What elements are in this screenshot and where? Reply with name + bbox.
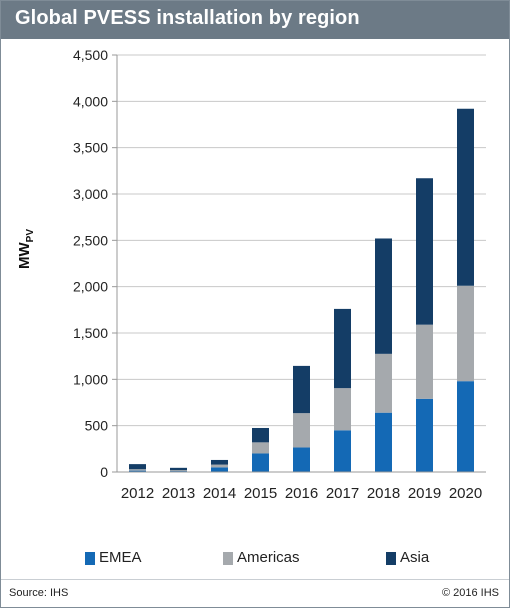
title-bar: Global PVESS installation by region xyxy=(1,1,509,39)
bar-asia-2019 xyxy=(416,178,433,325)
bar-emea-2018 xyxy=(375,412,392,472)
source-note: Source: IHS xyxy=(9,587,69,599)
bar-americas-2019 xyxy=(416,324,433,399)
bar-americas-2020 xyxy=(457,285,474,382)
y-axis-label-main: MW xyxy=(16,242,33,269)
bar-americas-2014 xyxy=(211,464,228,468)
bar-americas-2018 xyxy=(375,353,392,413)
x-tick-label: 2012 xyxy=(121,485,154,502)
x-tick-label: 2014 xyxy=(203,485,236,502)
y-tick-labels: 0 500 1,000 1,500 2,000 2,500 3,000 3,500 4,000 4… xyxy=(73,47,108,480)
bar-asia-2015 xyxy=(252,427,269,443)
x-tick-label: 2018 xyxy=(367,485,400,502)
bar-emea-2016 xyxy=(293,447,310,472)
bar-americas-2015 xyxy=(252,442,269,454)
y-tick-label: 3,000 xyxy=(73,186,108,202)
legend-swatch-emea xyxy=(85,552,95,565)
y-tick-label: 2,000 xyxy=(73,279,108,295)
bar-americas-2012 xyxy=(129,469,146,471)
x-tick-label: 2016 xyxy=(285,485,318,502)
x-tick-label: 2017 xyxy=(326,485,359,502)
bar-emea-2014 xyxy=(211,467,228,472)
y-tick-label: 500 xyxy=(85,418,109,434)
bar-asia-2014 xyxy=(211,459,228,465)
bar-asia-2017 xyxy=(334,308,351,389)
y-tick-label: 3,500 xyxy=(73,140,108,156)
legend-label-asia: Asia xyxy=(400,549,430,566)
chart-plot: 0 500 1,000 1,500 2,000 2,500 3,000 3,500 4,000 4… xyxy=(16,47,486,502)
y-axis-label: MWPV xyxy=(16,229,36,269)
x-tick-label: 2019 xyxy=(408,485,441,502)
bar-americas-2016 xyxy=(293,413,310,448)
legend-label-americas: Americas xyxy=(237,549,300,566)
copyright-note: © 2016 IHS xyxy=(441,587,499,599)
bar-emea-2020 xyxy=(457,381,474,472)
bar-asia-2020 xyxy=(457,108,474,286)
bar-emea-2019 xyxy=(416,398,433,472)
y-tick-label: 2,500 xyxy=(73,232,108,248)
y-tick-label: 4,000 xyxy=(73,93,108,109)
chart-title: Global PVESS installation by region xyxy=(15,7,360,29)
footer: Source: IHS © 2016 IHS xyxy=(1,579,509,608)
x-tick-label: 2013 xyxy=(162,485,195,502)
y-axis-label-subscript: PV xyxy=(25,229,36,243)
legend-label-emea: EMEA xyxy=(99,549,142,566)
legend-swatch-asia xyxy=(386,552,396,565)
bar-americas-2017 xyxy=(334,388,351,431)
legend-swatch-americas xyxy=(223,552,233,565)
bars xyxy=(129,108,474,472)
bar-emea-2015 xyxy=(252,453,269,472)
axes xyxy=(116,55,486,473)
bar-americas-2013 xyxy=(170,470,187,472)
x-tick-label: 2015 xyxy=(244,485,277,502)
bar-emea-2017 xyxy=(334,430,351,472)
bar-asia-2012 xyxy=(129,464,146,470)
bar-emea-2012 xyxy=(129,470,146,472)
y-tick-label: 1,000 xyxy=(73,371,108,387)
x-tick-label: 2020 xyxy=(449,485,482,502)
bar-asia-2016 xyxy=(293,365,310,414)
y-tick-label: 4,500 xyxy=(73,47,108,63)
legend: EMEA Americas Asia xyxy=(1,548,509,570)
x-tick-labels: 2012 2013 2014 2015 2016 2017 2018 2019 2020 xyxy=(121,485,482,502)
bar-asia-2013 xyxy=(170,467,187,471)
y-tick-label: 1,500 xyxy=(73,325,108,341)
bar-asia-2018 xyxy=(375,238,392,354)
y-tick-label: 0 xyxy=(100,464,108,480)
